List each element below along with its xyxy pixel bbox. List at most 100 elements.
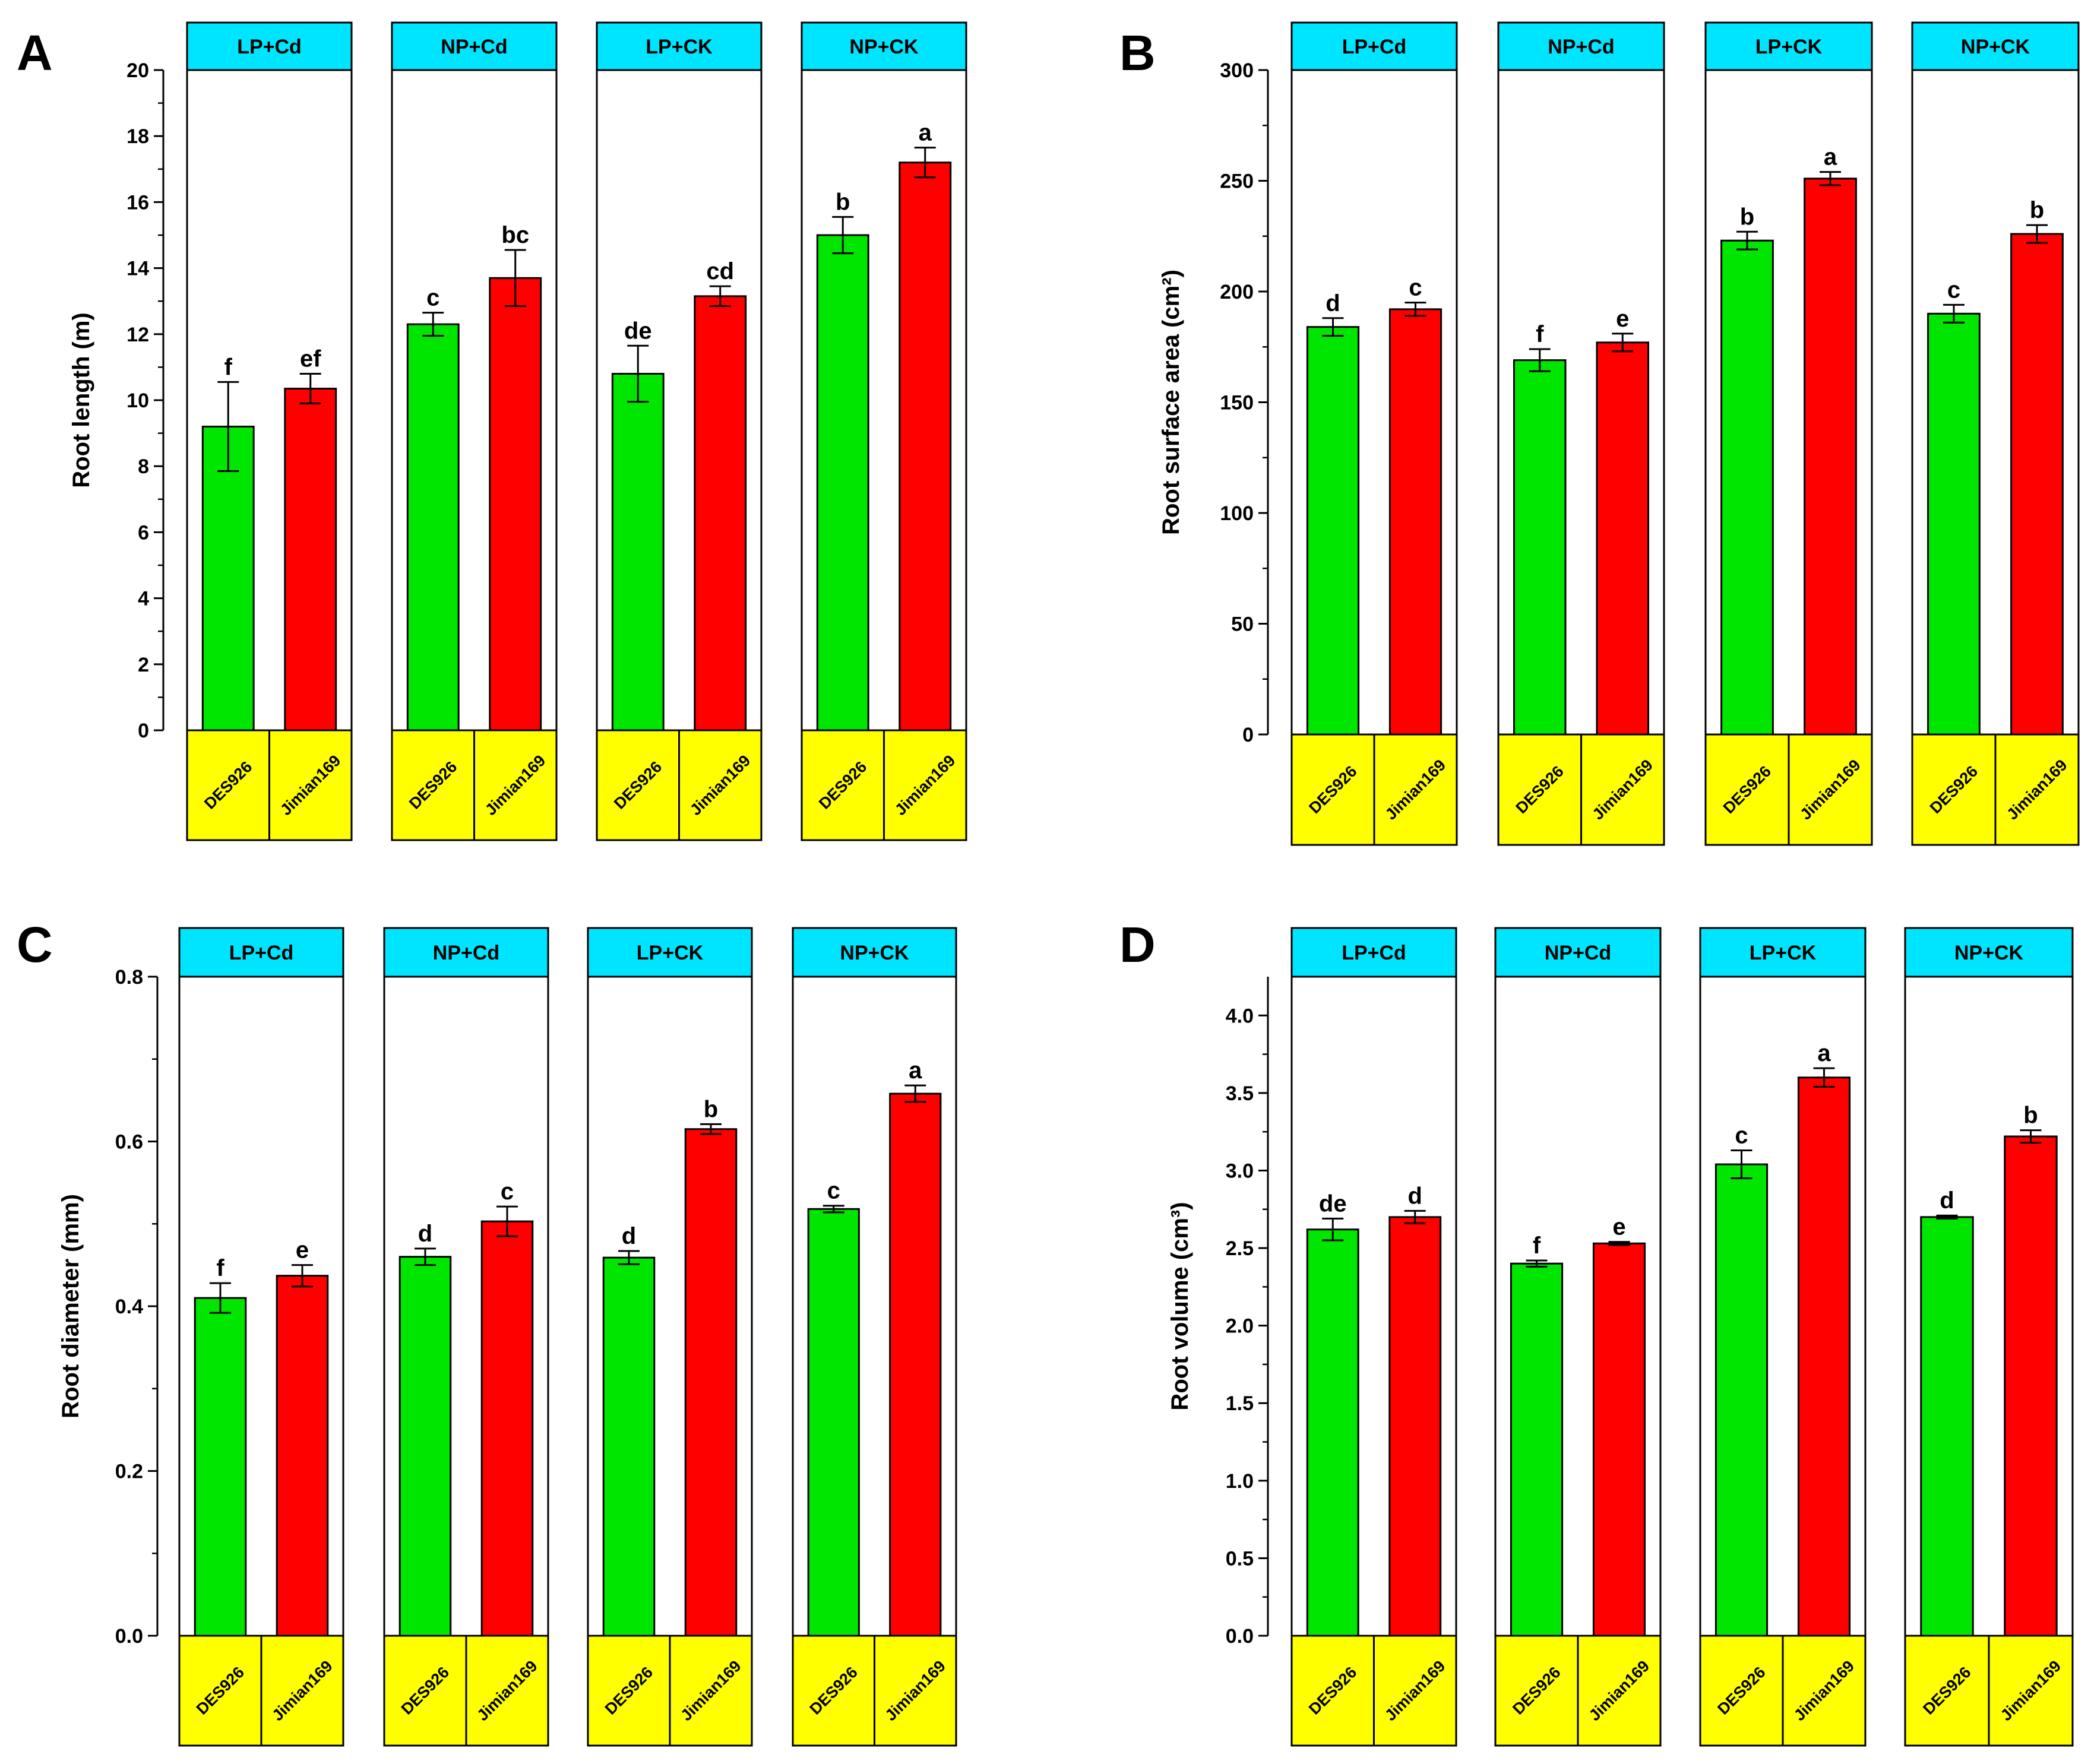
significance-label: c [1735, 1123, 1748, 1149]
y-tick-label: 6 [138, 521, 149, 544]
significance-label: d [1408, 1183, 1422, 1209]
y-tick-label: 0.0 [115, 1625, 143, 1648]
bar-des926 [201, 425, 255, 731]
bar-jimian169 [480, 1220, 534, 1637]
significance-label: de [624, 318, 652, 344]
significance-label: e [1616, 306, 1629, 332]
y-tick-label: 1.0 [1226, 1470, 1254, 1493]
significance-label: b [1740, 204, 1754, 230]
significance-label: f [1533, 1233, 1541, 1259]
category-cell [383, 1635, 467, 1747]
significance-label: c [827, 1178, 840, 1204]
group-strip [1704, 21, 1873, 71]
bar-jimian169 [684, 1128, 738, 1637]
bar-jimian169 [1596, 341, 1649, 736]
y-axis-label: Root surface area (cm²) [1158, 270, 1184, 535]
category-cell [473, 729, 558, 841]
significance-label: b [2023, 1103, 2038, 1129]
significance-label: b [836, 189, 850, 215]
group-strip [801, 21, 967, 71]
group-strip [587, 927, 753, 978]
y-axis-label: Root volume (cm³) [1167, 1202, 1193, 1410]
panel-letter: C [17, 917, 53, 973]
group-strip [1904, 927, 2074, 978]
significance-label: ef [300, 346, 321, 372]
category-cell [1373, 1635, 1457, 1747]
y-tick-label: 8 [138, 455, 149, 478]
category-cell [883, 729, 967, 841]
bar-jimian169 [489, 277, 542, 731]
y-tick-label: 3.5 [1226, 1082, 1254, 1105]
bar-jimian169 [1804, 178, 1857, 736]
y-tick-label: 10 [126, 389, 149, 412]
significance-label: c [426, 285, 439, 311]
group-strip [391, 21, 558, 71]
bar-jimian169 [899, 161, 952, 731]
y-tick-label: 0.2 [115, 1461, 143, 1483]
significance-label: c [501, 1179, 514, 1205]
panel-letter: A [17, 25, 53, 81]
bar-des926 [194, 1297, 247, 1637]
group-strip [1290, 21, 1458, 71]
panel-d: D 0.0 0.5 1.0 1.5 2.0 2.5 3.0 3.5 4.0 Root volume … [1119, 917, 2074, 1747]
group-strip-label: LP+Cd [229, 942, 294, 964]
bar-des926 [1306, 326, 1360, 736]
significance-label: a [1824, 144, 1837, 170]
significance-label: b [704, 1096, 718, 1122]
bar-des926 [1920, 1216, 1974, 1637]
group-strip-label: NP+Cd [1545, 942, 1611, 964]
y-tick-label: 300 [1220, 59, 1254, 82]
category-cell [186, 729, 270, 841]
significance-label: d [1326, 290, 1340, 316]
group-strip [1494, 927, 1662, 978]
significance-label: a [919, 120, 932, 146]
group-strip-label: NP+CK [849, 36, 919, 58]
y-tick-label: 150 [1220, 392, 1254, 414]
y-tick-label: 18 [126, 125, 149, 148]
bar-jimian169 [2004, 1135, 2058, 1637]
y-axis-label: Root diameter (mm) [58, 1194, 84, 1418]
significance-label: f [1536, 321, 1544, 347]
bar-jimian169 [889, 1092, 942, 1637]
y-tick-label: 14 [126, 258, 149, 280]
group-strip-label: LP+CK [646, 36, 713, 58]
y-tick-label: 4.0 [1226, 1005, 1254, 1027]
category-cell [1577, 1635, 1662, 1747]
significance-label: de [1319, 1190, 1347, 1217]
bar-des926 [1720, 239, 1774, 736]
y-tick-label: 4 [138, 588, 149, 610]
panel-b: B 0 50 100 150 200 250 300 Root surface area (cm… [1119, 21, 2080, 846]
group-strip-label: NP+Cd [1548, 36, 1614, 58]
y-tick-label: 1.5 [1226, 1392, 1254, 1415]
category-cell [1580, 733, 1665, 846]
significance-label: e [1612, 1214, 1625, 1240]
group-strip-label: LP+CK [637, 942, 704, 964]
significance-label: d [418, 1221, 432, 1247]
bar-jimian169 [1592, 1242, 1646, 1637]
group-strip [596, 21, 763, 71]
significance-label: d [622, 1223, 636, 1249]
y-tick-label: 0.6 [115, 1131, 143, 1154]
y-tick-label: 2.5 [1226, 1237, 1254, 1260]
group-strip-label: LP+Cd [1342, 36, 1407, 58]
significance-label: c [1947, 277, 1960, 303]
y-tick-label: 3.0 [1226, 1160, 1254, 1182]
category-cell [1494, 1635, 1579, 1747]
category-cell [1290, 733, 1375, 846]
significance-label: f [216, 1255, 224, 1281]
category-cell [465, 1635, 549, 1747]
significance-label: bc [501, 222, 529, 248]
bar-jimian169 [1388, 308, 1442, 736]
